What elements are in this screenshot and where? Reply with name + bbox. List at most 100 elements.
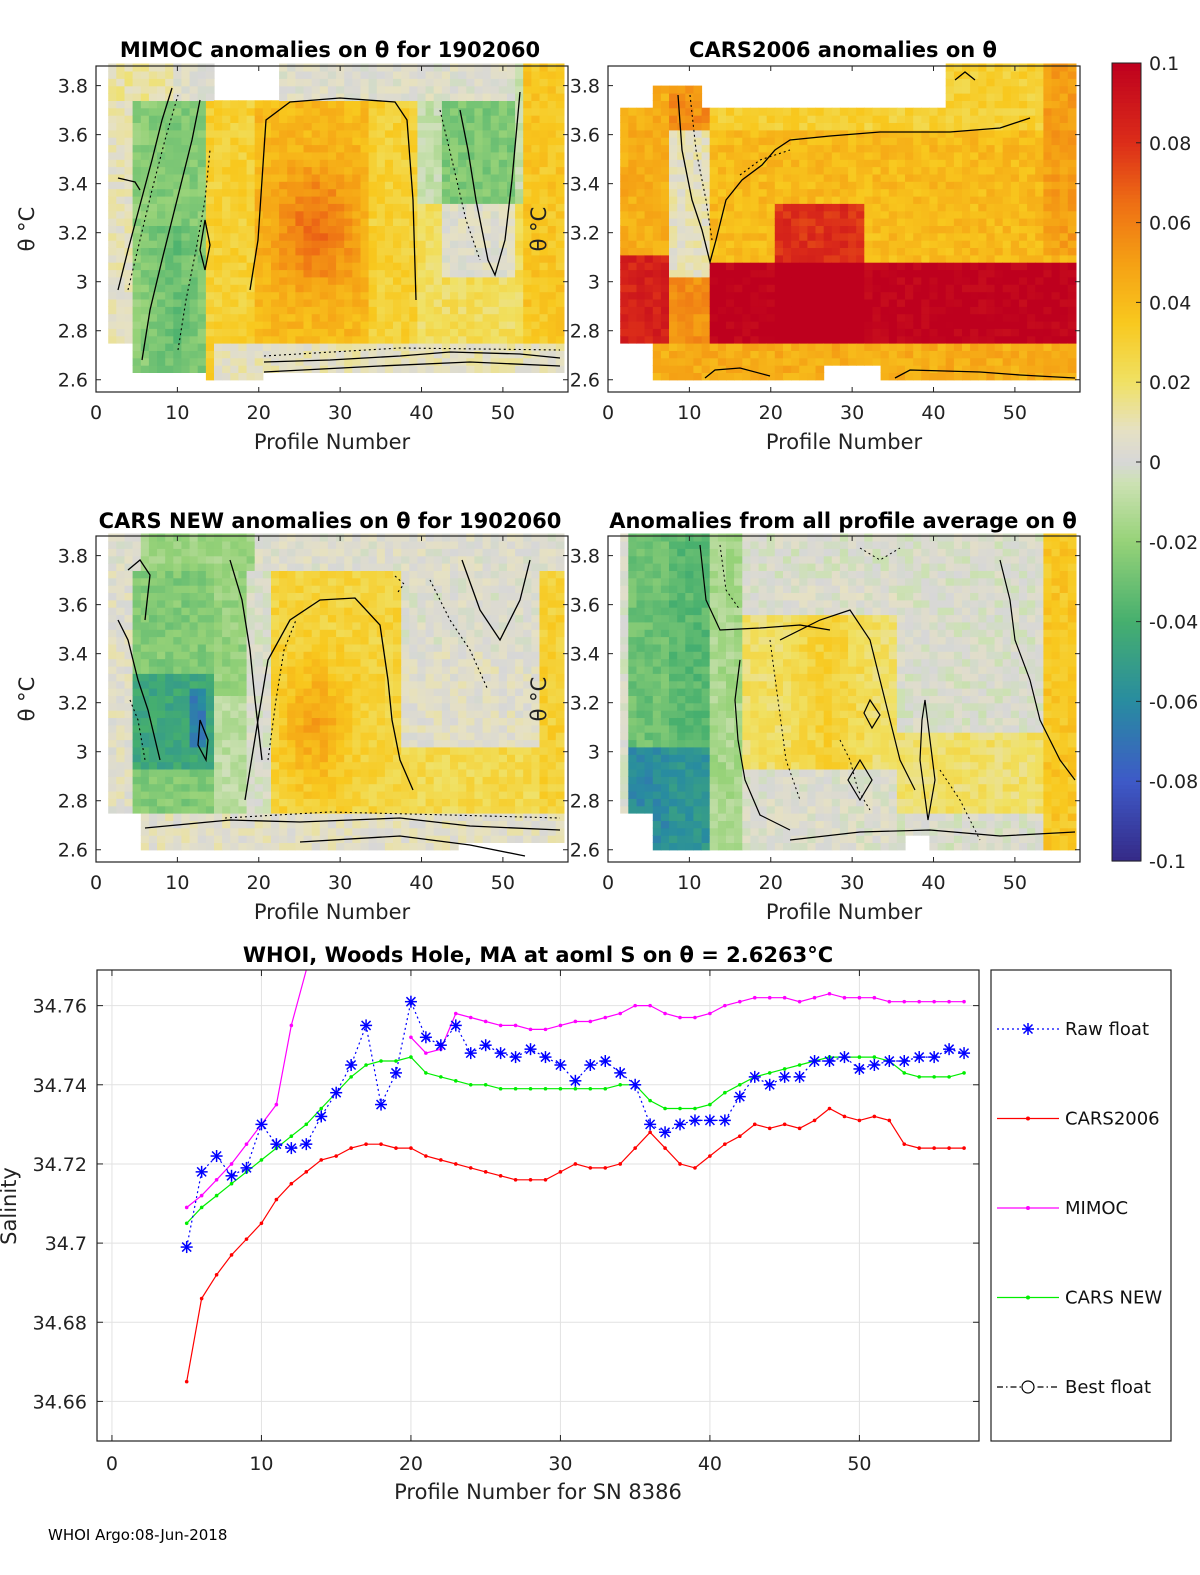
heatmap-cell [417, 240, 427, 248]
heatmap-cell [620, 291, 629, 300]
heatmap-cell [896, 225, 906, 234]
heatmap-cell [303, 284, 313, 293]
heatmap-cell [222, 298, 231, 307]
heatmap-cell [726, 328, 735, 337]
heatmap-cell [515, 335, 524, 344]
heatmap-cell [214, 335, 223, 344]
heatmap-cell [360, 306, 370, 315]
heatmap-cell [547, 78, 557, 87]
heatmap-cell [888, 122, 898, 131]
heatmap-cell [165, 63, 174, 72]
heatmap-cell [238, 372, 248, 381]
heatmap-cell [717, 225, 727, 234]
heatmap-cell [165, 107, 174, 116]
heatmap-cell [376, 195, 386, 204]
heatmap-cell [913, 225, 922, 234]
heatmap-cell [173, 548, 182, 557]
heatmap-cell [807, 357, 817, 366]
heatmap-cell [173, 188, 182, 197]
heatmap-cell [140, 813, 150, 821]
heatmap-cell [498, 254, 508, 263]
heatmap-cell [644, 328, 654, 337]
heatmap-cell [507, 262, 516, 271]
heatmap-cell [880, 122, 890, 131]
heatmap-cell [937, 232, 947, 241]
heatmap-cell [726, 298, 735, 307]
heatmap-cell [116, 548, 125, 557]
heatmap-cell [1002, 122, 1012, 131]
heatmap-cell [238, 247, 248, 256]
heatmap-cell [1010, 240, 1020, 248]
heatmap-cell [539, 63, 549, 72]
heatmap-cell [450, 269, 459, 278]
heatmap-cell [287, 320, 296, 329]
heatmap-cell [466, 188, 475, 197]
heatmap-cell [165, 643, 174, 652]
heatmap-cell [758, 151, 768, 160]
heatmap-cell [774, 276, 784, 285]
heatmap-cell [238, 320, 248, 329]
heatmap-cell [652, 225, 662, 234]
heatmap-cell [929, 173, 939, 182]
heatmap-cell [189, 122, 199, 131]
heatmap-cell [758, 144, 768, 153]
heatmap-cell [1027, 70, 1036, 79]
heatmap-cell [319, 78, 329, 87]
heatmap-cell [945, 173, 955, 182]
heatmap-cell [831, 276, 841, 285]
heatmap-cell [523, 313, 532, 322]
heatmap-cell [709, 151, 719, 160]
heatmap-cell [108, 761, 117, 770]
heatmap-cell [693, 115, 703, 123]
heatmap-cell [157, 739, 166, 748]
heatmap-cell [555, 357, 565, 366]
heatmap-cell [173, 585, 182, 593]
heatmap-cell [913, 254, 922, 263]
heatmap-cell [148, 93, 158, 101]
heatmap-cell [539, 276, 549, 285]
heatmap-cell [539, 306, 549, 315]
heatmap-cell [1043, 210, 1053, 219]
heatmap-cell [1059, 372, 1069, 381]
heatmap-cell [222, 291, 231, 300]
heatmap-cell [693, 365, 703, 373]
heatmap-cell [555, 70, 565, 79]
heatmap-cell [157, 210, 166, 219]
heatmap-cell [848, 313, 857, 322]
heatmap-cell [880, 195, 890, 204]
heatmap-cell [336, 100, 345, 109]
heatmap-cell [336, 335, 345, 344]
heatmap-cell [271, 254, 280, 263]
heatmap-cell [815, 240, 825, 248]
heatmap-cell [799, 151, 808, 160]
heatmap-cell [880, 218, 890, 226]
heatmap-cell [962, 144, 971, 153]
heatmap-cell [799, 166, 808, 175]
heatmap-cell [116, 254, 125, 263]
heatmap-cell [774, 137, 784, 146]
heatmap-cell [466, 247, 475, 256]
heatmap-cell [872, 306, 882, 315]
heatmap-cell [165, 306, 174, 315]
heatmap-cell [970, 254, 979, 263]
heatmap-cell [327, 357, 337, 366]
heatmap-cell [116, 122, 125, 131]
heatmap-cell [173, 181, 182, 190]
heatmap-cell [872, 188, 882, 197]
heatmap-cell [132, 621, 142, 630]
heatmap-cell [393, 357, 402, 366]
heatmap-cell [482, 129, 492, 138]
heatmap-cell [783, 291, 792, 300]
heatmap-cell [148, 210, 158, 219]
heatmap-cell [173, 284, 182, 293]
heatmap-cell [417, 365, 427, 373]
heatmap-cell [140, 357, 150, 366]
heatmap-cell [279, 166, 288, 175]
heatmap-cell [124, 328, 134, 337]
heatmap-cell [953, 335, 963, 344]
heatmap-cell [978, 173, 987, 182]
heatmap-cell [140, 710, 150, 718]
heatmap-cell [896, 284, 906, 293]
heatmap-cell [880, 350, 890, 359]
heatmap-cell [669, 269, 678, 278]
